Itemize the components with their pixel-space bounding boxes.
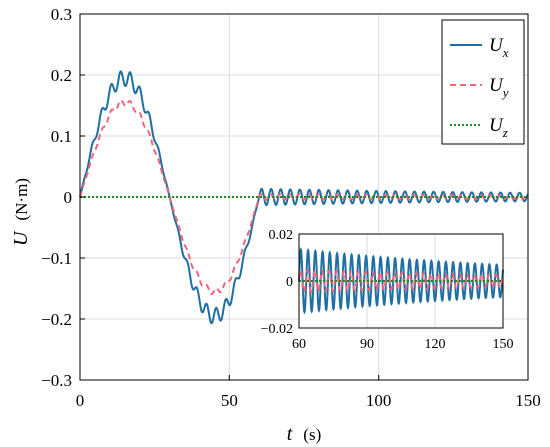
- legend-entry: Ux: [489, 35, 509, 60]
- y-axis-unit: (N·m): [12, 178, 31, 220]
- series-ux-line: [79, 70, 529, 325]
- inset-plot: 60 90 120 150 −0.02 0 0.02: [261, 228, 514, 352]
- x-axis-label: t (s): [287, 423, 322, 445]
- x-axis-symbol: t: [287, 423, 293, 445]
- legend-entry: Uy: [489, 75, 509, 100]
- inset-x-tick-label: 120: [425, 337, 446, 352]
- y-tick-label: 0.2: [51, 66, 72, 85]
- x-tick-label: 50: [221, 391, 238, 410]
- y-axis-symbol: U: [10, 230, 32, 246]
- y-tick-label: −0.3: [41, 371, 72, 390]
- legend-box: [441, 19, 525, 145]
- y-tick-label: −0.2: [41, 310, 72, 329]
- main-series-lines: [79, 70, 529, 325]
- legend-entry: Uz: [489, 115, 508, 140]
- legend-subscript: x: [502, 45, 509, 60]
- inset-frame: [298, 233, 504, 329]
- main-axis-ticks: 0 50 100 150 −0.3 −0.2 −0.1 0 0.1 0.2 0.3: [41, 5, 541, 410]
- y-tick-label: 0: [64, 188, 73, 207]
- x-tick-label: 0: [76, 391, 85, 410]
- legend-subscript: y: [501, 85, 509, 100]
- y-tick-label: 0.3: [51, 5, 72, 24]
- inset-y-tick-label: −0.02: [261, 322, 293, 337]
- legend-symbol: U: [489, 115, 504, 136]
- x-axis-unit: (s): [303, 425, 321, 444]
- legend-symbol: U: [489, 35, 504, 56]
- legend-subscript: z: [502, 125, 508, 140]
- inset-x-tick-label: 90: [360, 337, 374, 352]
- y-tick-label: −0.1: [41, 249, 72, 268]
- inset-y-tick-label: 0.02: [269, 228, 294, 243]
- inset-x-tick-label: 60: [292, 337, 306, 352]
- legend-symbol: U: [489, 75, 504, 96]
- x-tick-label: 150: [515, 391, 541, 410]
- inset-series-lines: [298, 247, 504, 315]
- series-uy-line: [79, 99, 529, 296]
- inset-axis-ticks: 60 90 120 150 −0.02 0 0.02: [261, 228, 514, 352]
- y-tick-label: 0.1: [51, 127, 72, 146]
- inset-y-tick-label: 0: [286, 275, 293, 290]
- x-tick-label: 100: [366, 391, 392, 410]
- y-axis-label: U (N·m): [10, 178, 32, 246]
- inset-x-tick-label: 150: [493, 337, 514, 352]
- inset-series-uy-line: [298, 268, 504, 294]
